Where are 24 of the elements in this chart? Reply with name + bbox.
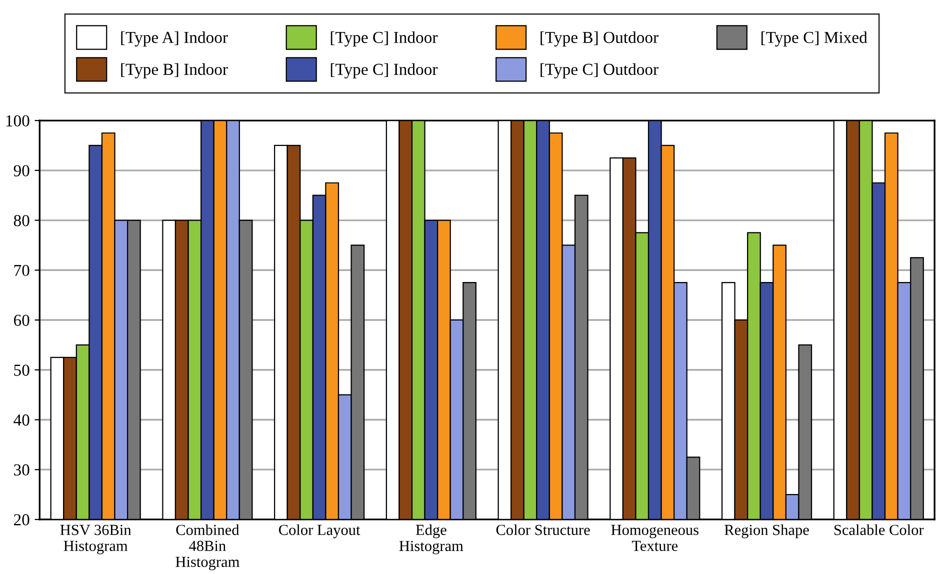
y-tick-label: 70 [14, 264, 30, 276]
x-tick-label: Edge Histogram [399, 524, 464, 554]
x-tick-label: Scalable Color [834, 524, 924, 536]
legend-label: [Type C] Indoor [330, 31, 438, 47]
legend-label: [Type B] Outdoor [540, 31, 658, 47]
x-tick-label: HSV 36Bin Histogram [60, 524, 132, 554]
y-tick-label: 30 [14, 464, 30, 476]
x-tick-label: Combined 48Bin Histogram [176, 524, 240, 570]
y-tick-label: 40 [14, 414, 30, 426]
legend-label: [Type C] Mixed [761, 31, 868, 47]
y-tick-label: 100 [6, 115, 30, 126]
x-tick-label: Color Layout [278, 524, 360, 538]
legend-label: [Type C] Outdoor [540, 63, 658, 78]
y-tick-label: 20 [14, 514, 30, 526]
x-tick-label: Color Structure [496, 524, 590, 536]
x-tick-label: Region Shape [724, 524, 809, 538]
legend-label: [Type B] Indoor [121, 63, 228, 78]
x-tick-label: Homogeneous Texture [611, 524, 698, 552]
legend-label: [Type C] Indoor [330, 63, 438, 78]
y-tick-label: 90 [14, 165, 30, 176]
y-tick-label: 50 [14, 364, 30, 376]
y-tick-label: 60 [14, 314, 30, 326]
legend-label: [Type A] Indoor [121, 31, 228, 47]
y-tick-label: 80 [14, 214, 30, 226]
